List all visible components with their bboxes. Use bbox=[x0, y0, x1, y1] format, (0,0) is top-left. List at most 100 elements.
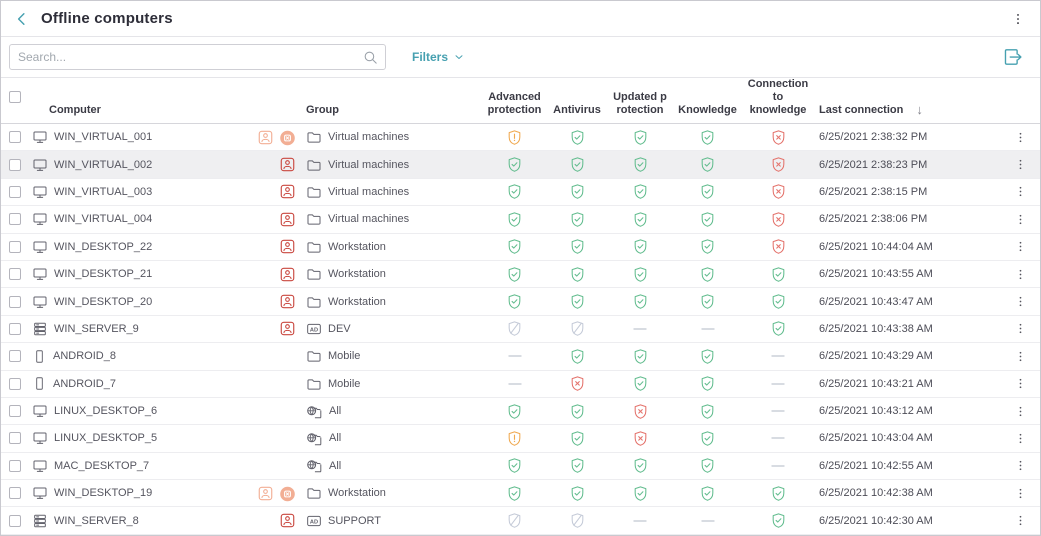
row-checkbox[interactable] bbox=[9, 186, 21, 198]
row-menu-button[interactable] bbox=[1001, 261, 1040, 287]
last-connection: 6/25/2021 10:42:38 AM bbox=[813, 480, 1001, 506]
status-ok-icon bbox=[770, 320, 787, 337]
row-checkbox[interactable] bbox=[9, 405, 21, 417]
status-error-icon bbox=[770, 211, 787, 228]
status-ok-icon bbox=[569, 238, 586, 255]
row-menu-button[interactable] bbox=[1001, 425, 1040, 451]
computer-name[interactable]: WIN_DESKTOP_21 bbox=[54, 268, 152, 280]
group-label: All bbox=[329, 432, 341, 444]
kebab-menu-icon bbox=[1014, 157, 1027, 172]
table-body: WIN_VIRTUAL_001 Virtual machines 6/25/20… bbox=[1, 124, 1040, 535]
status-ok-icon bbox=[569, 403, 586, 420]
column-header-group[interactable]: Group bbox=[301, 78, 483, 124]
status-disabled-icon bbox=[569, 512, 586, 529]
row-menu-button[interactable] bbox=[1001, 398, 1040, 424]
kebab-menu-icon bbox=[1014, 130, 1027, 145]
row-menu-button[interactable] bbox=[1001, 151, 1040, 177]
row-checkbox[interactable] bbox=[9, 378, 21, 390]
row-menu-button[interactable] bbox=[1001, 179, 1040, 205]
status-ok-icon bbox=[770, 293, 787, 310]
column-header-connection-to-knowledge[interactable]: Connection to knowledge bbox=[743, 78, 813, 124]
status-ok-icon bbox=[506, 211, 523, 228]
row-checkbox[interactable] bbox=[9, 296, 21, 308]
column-header-last-connection[interactable]: Last connection↓ bbox=[813, 78, 1001, 124]
last-connection: 6/25/2021 10:43:38 AM bbox=[813, 316, 1001, 342]
computer-name[interactable]: WIN_SERVER_8 bbox=[54, 515, 139, 527]
last-connection: 6/25/2021 10:43:29 AM bbox=[813, 343, 1001, 369]
computer-name[interactable]: LINUX_DESKTOP_6 bbox=[54, 405, 157, 417]
last-connection: 6/25/2021 2:38:23 PM bbox=[813, 151, 1001, 177]
computer-name[interactable]: WIN_VIRTUAL_002 bbox=[54, 159, 152, 171]
row-checkbox[interactable] bbox=[9, 159, 21, 171]
status-ok-icon bbox=[699, 238, 716, 255]
sort-desc-icon: ↓ bbox=[916, 102, 923, 117]
computer-name[interactable]: WIN_DESKTOP_19 bbox=[54, 487, 152, 499]
person-badge-icon bbox=[279, 211, 296, 228]
status-ok-icon bbox=[699, 430, 716, 447]
computer-name[interactable]: WIN_DESKTOP_22 bbox=[54, 241, 152, 253]
row-menu-button[interactable] bbox=[1001, 480, 1040, 506]
folder-icon bbox=[306, 485, 322, 501]
row-checkbox[interactable] bbox=[9, 268, 21, 280]
computer-name[interactable]: LINUX_DESKTOP_5 bbox=[54, 432, 157, 444]
page-menu-button[interactable] bbox=[1008, 9, 1028, 29]
table-row: WIN_SERVER_8 AD SUPPORT 6/25/2021 10:42:… bbox=[1, 507, 1040, 534]
row-menu-button[interactable] bbox=[1001, 288, 1040, 314]
computer-name[interactable]: WIN_SERVER_9 bbox=[54, 323, 139, 335]
row-menu-button[interactable] bbox=[1001, 371, 1040, 397]
column-header-knowledge[interactable]: Knowledge bbox=[672, 78, 743, 124]
status-ok-icon bbox=[699, 457, 716, 474]
status-ok-icon bbox=[632, 266, 649, 283]
row-checkbox[interactable] bbox=[9, 350, 21, 362]
search-box bbox=[9, 44, 386, 70]
row-checkbox[interactable] bbox=[9, 487, 21, 499]
group-label: DEV bbox=[328, 323, 351, 335]
row-menu-button[interactable] bbox=[1001, 124, 1040, 150]
computer-name[interactable]: WIN_VIRTUAL_003 bbox=[54, 186, 152, 198]
row-menu-button[interactable] bbox=[1001, 453, 1040, 479]
table-header: Computer Group Advanced protection Antiv… bbox=[1, 78, 1040, 124]
status-error-icon bbox=[770, 183, 787, 200]
row-menu-button[interactable] bbox=[1001, 507, 1040, 533]
row-checkbox[interactable] bbox=[9, 241, 21, 253]
row-checkbox[interactable] bbox=[9, 323, 21, 335]
export-button[interactable] bbox=[1000, 44, 1026, 70]
table-row: WIN_VIRTUAL_004 Virtual machines 6/25/20… bbox=[1, 206, 1040, 233]
group-label: Workstation bbox=[328, 296, 386, 308]
column-header-advanced-protection[interactable]: Advanced protection bbox=[483, 78, 546, 124]
status-ok-icon bbox=[632, 485, 649, 502]
folder-icon bbox=[306, 294, 322, 310]
computer-name[interactable]: WIN_DESKTOP_20 bbox=[54, 296, 152, 308]
chevron-left-icon bbox=[13, 10, 31, 28]
status-disabled-icon bbox=[506, 320, 523, 337]
person-badge-icon bbox=[279, 156, 296, 173]
row-checkbox[interactable] bbox=[9, 131, 21, 143]
group-label: Virtual machines bbox=[328, 131, 409, 143]
row-menu-button[interactable] bbox=[1001, 206, 1040, 232]
row-checkbox[interactable] bbox=[9, 213, 21, 225]
computer-name[interactable]: MAC_DESKTOP_7 bbox=[54, 460, 149, 472]
computer-name[interactable]: ANDROID_8 bbox=[53, 350, 116, 362]
select-all-checkbox[interactable] bbox=[9, 91, 21, 103]
row-menu-button[interactable] bbox=[1001, 316, 1040, 342]
kebab-menu-icon bbox=[1014, 349, 1027, 364]
computer-name[interactable]: WIN_VIRTUAL_001 bbox=[54, 131, 152, 143]
group-label: SUPPORT bbox=[328, 515, 381, 527]
column-header-updated-protection[interactable]: Updated protection bbox=[608, 78, 672, 124]
row-menu-button[interactable] bbox=[1001, 234, 1040, 260]
back-button[interactable] bbox=[11, 8, 33, 30]
computer-name[interactable]: WIN_VIRTUAL_004 bbox=[54, 213, 152, 225]
last-connection: 6/25/2021 2:38:15 PM bbox=[813, 179, 1001, 205]
search-input[interactable] bbox=[18, 50, 362, 64]
table-row: WIN_DESKTOP_22 Workstation 6/25/2021 10:… bbox=[1, 234, 1040, 261]
row-checkbox[interactable] bbox=[9, 460, 21, 472]
row-menu-button[interactable] bbox=[1001, 343, 1040, 369]
column-header-computer[interactable]: Computer bbox=[29, 78, 301, 124]
status-none-icon bbox=[699, 320, 717, 338]
row-checkbox[interactable] bbox=[9, 515, 21, 527]
filters-button[interactable]: Filters bbox=[412, 50, 465, 64]
status-ok-icon bbox=[699, 485, 716, 502]
row-checkbox[interactable] bbox=[9, 432, 21, 444]
computer-name[interactable]: ANDROID_7 bbox=[53, 378, 116, 390]
column-header-antivirus[interactable]: Antivirus bbox=[546, 78, 608, 124]
